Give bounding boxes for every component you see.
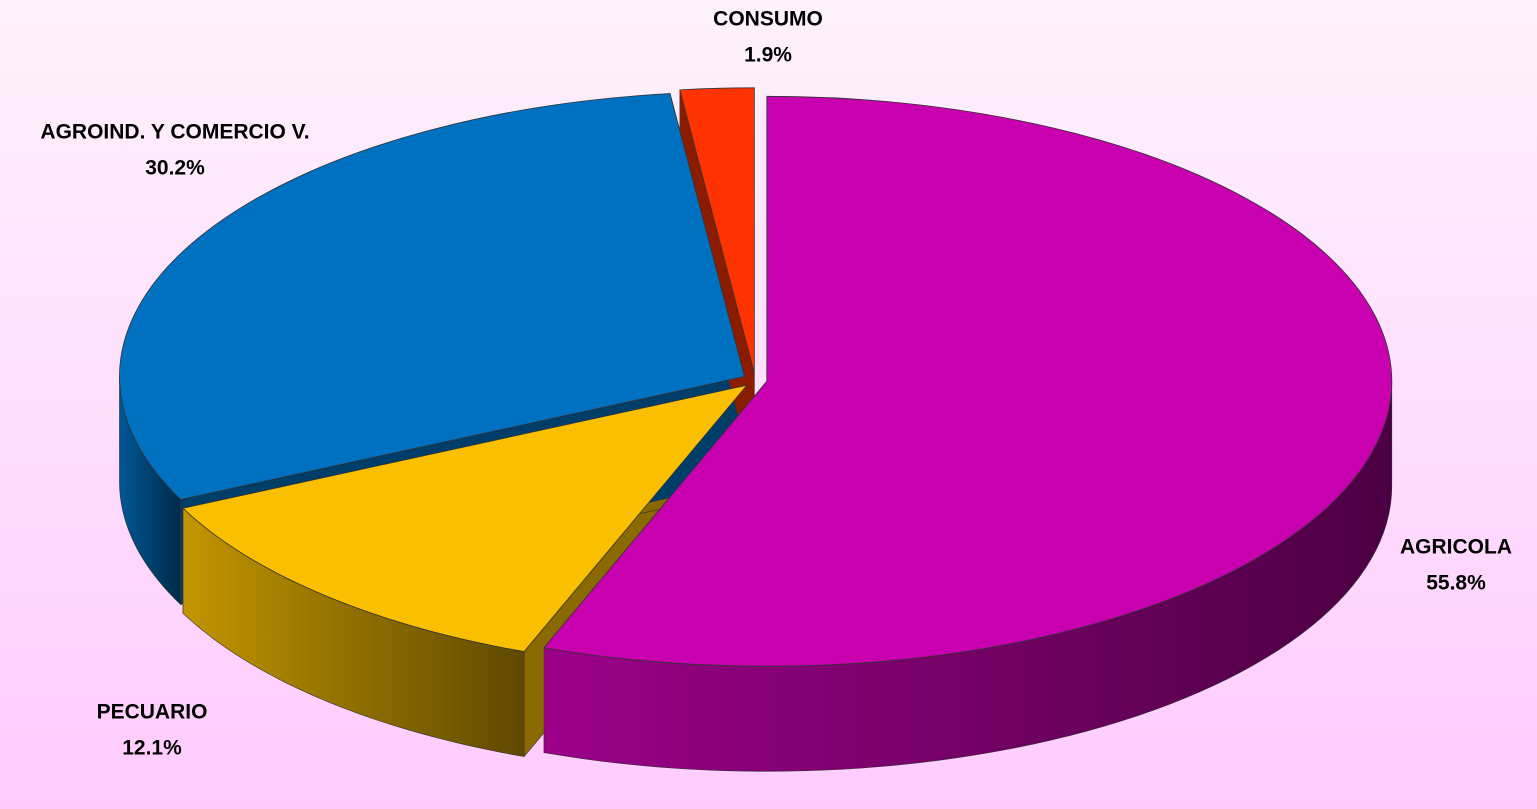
pie-slice bbox=[543, 95, 1393, 667]
slice-value-label: 55.8% bbox=[1426, 572, 1486, 595]
slice-value-label: 1.9% bbox=[744, 44, 792, 67]
slice-label: AGROIND. Y COMERCIO V. bbox=[40, 121, 309, 144]
slice-value-label: 12.1% bbox=[122, 737, 182, 760]
slice-label: PECUARIO bbox=[97, 701, 208, 724]
slice-label: CONSUMO bbox=[713, 8, 823, 31]
pie-slice bbox=[119, 93, 745, 500]
pie-slice bbox=[679, 87, 755, 373]
labels: AGRICOLA 55.8% PECUARIO 12.1% AGROIND. Y COM… bbox=[40, 8, 1512, 760]
slice-tops bbox=[119, 87, 1393, 667]
slice-value-label: 30.2% bbox=[145, 157, 205, 180]
slice-label: AGRICOLA bbox=[1400, 536, 1512, 559]
pie-slice bbox=[182, 384, 748, 653]
